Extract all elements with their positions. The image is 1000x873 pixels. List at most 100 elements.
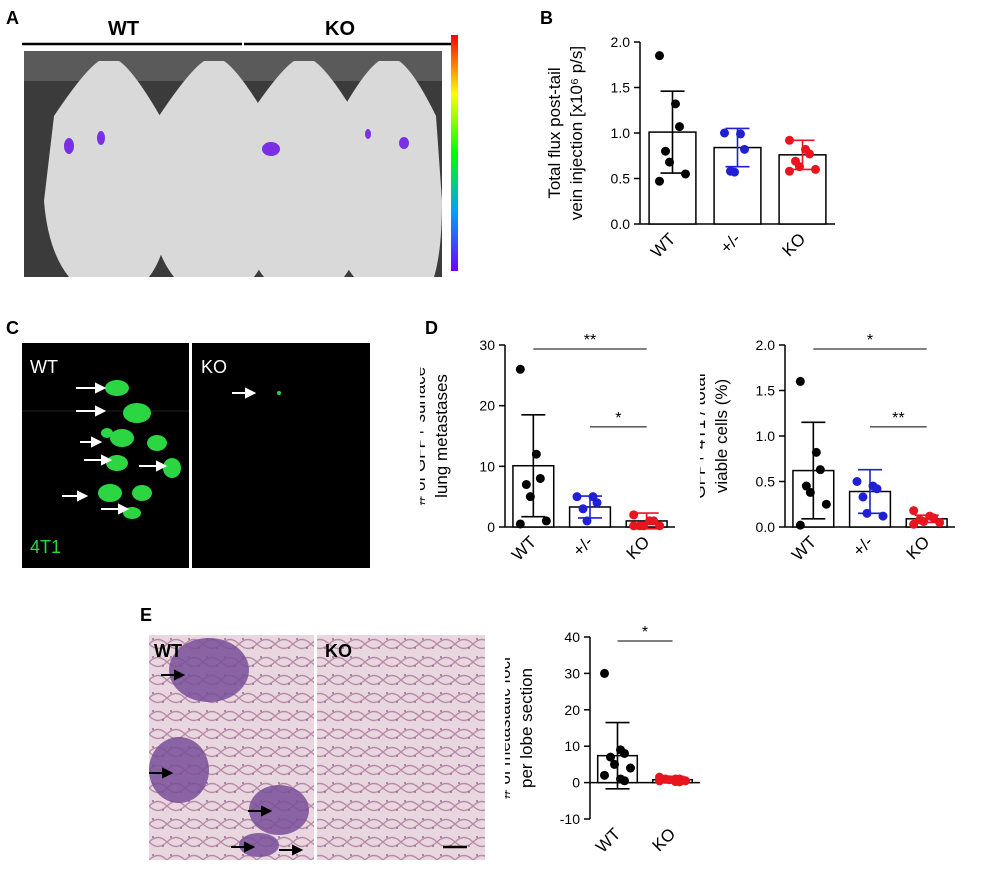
data-point bbox=[620, 776, 629, 786]
fluor-label-ko: KO bbox=[201, 357, 228, 377]
x-tick-label: +/- bbox=[849, 532, 877, 560]
y-tick-label: 0.5 bbox=[611, 171, 631, 187]
significance-label: ** bbox=[892, 410, 904, 427]
panel-letter-a: A bbox=[6, 8, 19, 28]
y-axis-label: viable cells (%) bbox=[712, 379, 731, 493]
panel-letter-c: C bbox=[6, 318, 19, 338]
y-tick-label: 0.0 bbox=[611, 216, 631, 232]
y-tick-label: 0.0 bbox=[756, 519, 776, 535]
y-tick-label: 20 bbox=[564, 702, 580, 718]
data-point bbox=[655, 521, 665, 531]
data-point bbox=[872, 484, 882, 494]
data-point bbox=[935, 517, 945, 527]
y-tick-label: 10 bbox=[479, 458, 495, 474]
y-tick-label: 0 bbox=[572, 775, 580, 791]
histology-label-wt: WT bbox=[154, 641, 182, 661]
mouse-bioluminescence-image bbox=[24, 51, 442, 277]
data-point bbox=[730, 167, 739, 177]
panel-letter-d: D bbox=[425, 318, 438, 338]
y-tick-label: 1.5 bbox=[611, 80, 631, 96]
data-point bbox=[805, 149, 814, 159]
data-point bbox=[805, 487, 815, 497]
data-point bbox=[521, 480, 531, 490]
significance-label: ** bbox=[584, 332, 596, 349]
y-tick-label: -10 bbox=[560, 811, 580, 827]
data-point bbox=[811, 447, 821, 457]
data-point bbox=[785, 135, 794, 145]
fluor-label-wt: WT bbox=[30, 357, 58, 377]
y-tick-label: 1.0 bbox=[611, 125, 631, 141]
data-point bbox=[582, 516, 592, 526]
data-point bbox=[675, 122, 684, 132]
data-point bbox=[606, 752, 615, 762]
data-point bbox=[600, 770, 609, 780]
data-point bbox=[675, 777, 684, 787]
data-point bbox=[852, 477, 862, 486]
data-point bbox=[626, 763, 635, 773]
data-point bbox=[811, 164, 820, 174]
y-tick-label: 30 bbox=[564, 665, 580, 681]
histology-label-ko: KO bbox=[325, 641, 352, 661]
y-tick-label: 40 bbox=[564, 629, 580, 645]
y-tick-label: 20 bbox=[479, 398, 495, 414]
data-point bbox=[736, 129, 745, 139]
data-point bbox=[821, 499, 831, 509]
luminescence-color-scale bbox=[451, 35, 458, 271]
y-tick-label: 0.5 bbox=[756, 474, 776, 490]
y-tick-label: 2.0 bbox=[756, 337, 776, 353]
data-point bbox=[639, 521, 649, 531]
data-point bbox=[671, 99, 680, 109]
y-tick-label: 0 bbox=[487, 519, 495, 535]
data-point bbox=[878, 511, 888, 521]
data-point bbox=[858, 492, 868, 502]
fluor-label-4t1: 4T1 bbox=[30, 537, 62, 557]
data-point bbox=[919, 517, 929, 527]
data-point bbox=[572, 492, 582, 502]
data-point bbox=[815, 465, 825, 475]
data-point bbox=[578, 504, 588, 514]
panel-letter-e: E bbox=[140, 605, 153, 625]
significance-label: * bbox=[642, 624, 648, 641]
data-point bbox=[535, 473, 545, 483]
lung-fluorescence-image bbox=[22, 343, 370, 568]
x-tick-label: KO bbox=[649, 824, 680, 855]
data-point bbox=[610, 759, 619, 769]
data-point bbox=[541, 516, 551, 526]
data-point bbox=[531, 449, 541, 459]
data-point bbox=[909, 519, 919, 529]
data-point bbox=[720, 128, 729, 138]
y-tick-label: 1.5 bbox=[756, 383, 776, 399]
data-point bbox=[740, 144, 749, 154]
data-point bbox=[649, 516, 659, 526]
y-axis-label: Total flux post-tail bbox=[545, 67, 564, 198]
lung-histology-image bbox=[149, 635, 485, 860]
data-point bbox=[655, 176, 664, 186]
significance-label: * bbox=[615, 410, 621, 427]
data-point bbox=[655, 776, 664, 786]
y-tick-label: 30 bbox=[479, 337, 495, 353]
data-point bbox=[665, 157, 674, 167]
chart-total-flux: 0.0 0.5 1.0 1.5 2.0 Total flux post-tail vein … bbox=[545, 34, 835, 262]
x-tick-label: KO bbox=[903, 532, 934, 563]
data-point bbox=[629, 510, 639, 520]
data-point bbox=[620, 748, 629, 758]
y-axis-label: GFP+ 4T1 / total bbox=[700, 373, 709, 498]
data-point bbox=[785, 166, 794, 176]
group-label-wt: WT bbox=[108, 18, 140, 40]
data-point bbox=[795, 520, 805, 530]
data-point bbox=[795, 162, 804, 172]
y-axis-label: # of metastatic foci bbox=[505, 657, 514, 799]
data-point bbox=[600, 668, 609, 678]
data-point bbox=[795, 376, 805, 386]
data-point bbox=[661, 146, 670, 156]
x-tick-label: WT bbox=[788, 532, 820, 564]
data-point bbox=[515, 364, 525, 374]
y-axis-label: vein injection [x10⁶ p/s] bbox=[567, 46, 586, 220]
data-point bbox=[629, 521, 639, 531]
data-point bbox=[655, 51, 664, 61]
y-tick-label: 10 bbox=[564, 738, 580, 754]
data-point bbox=[681, 169, 690, 179]
